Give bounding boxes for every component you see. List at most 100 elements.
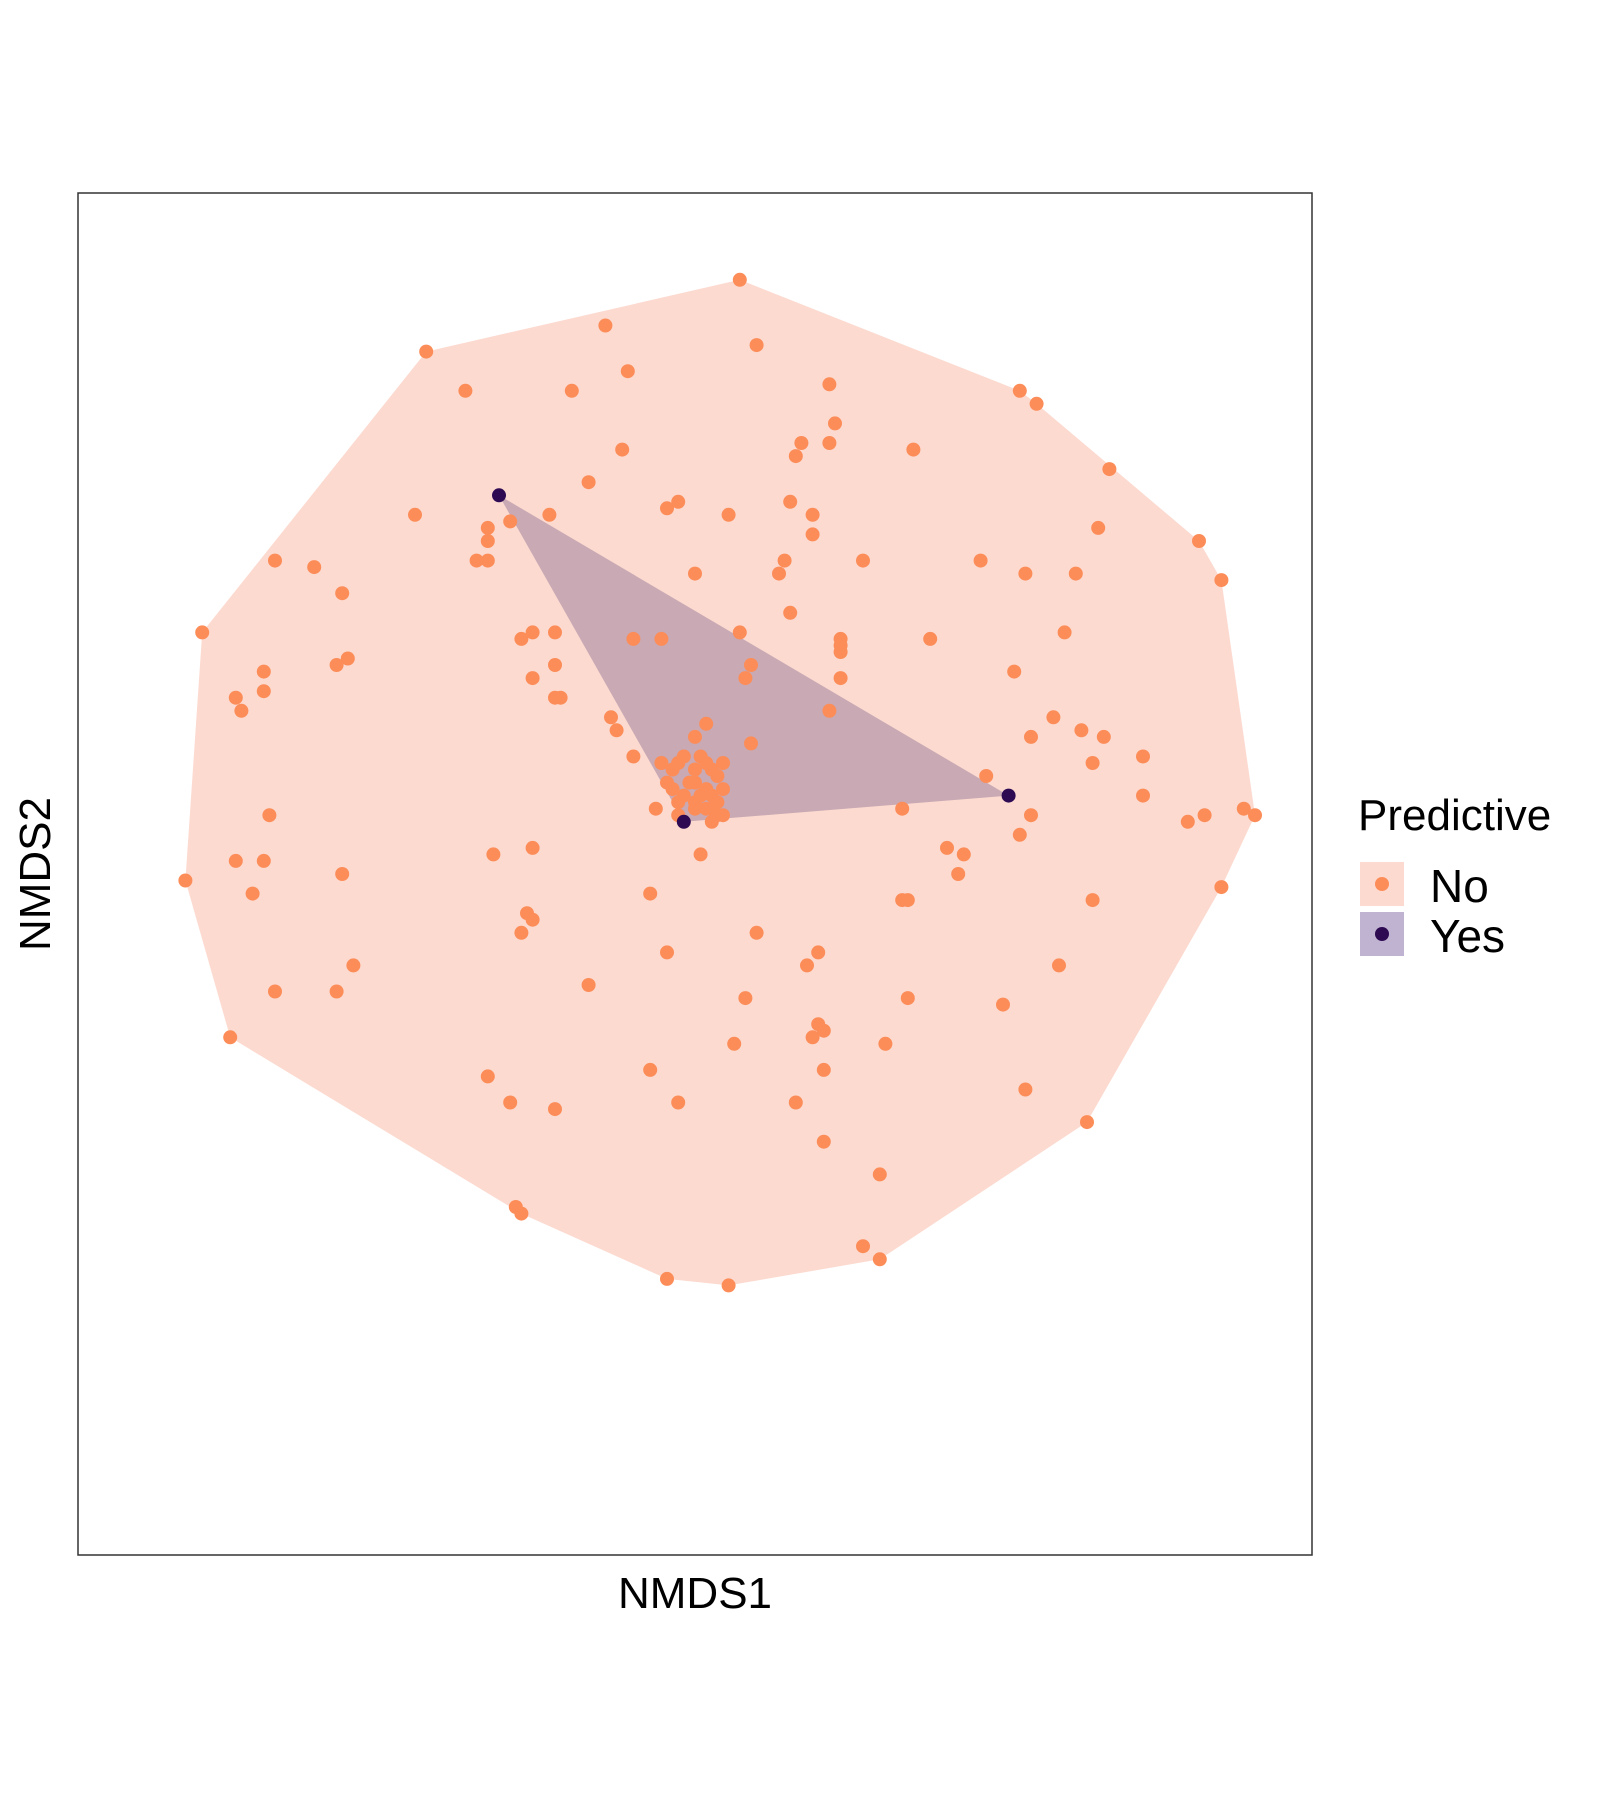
- point-no-66: [256, 684, 271, 699]
- point-no-56: [833, 645, 848, 659]
- point-no-33: [856, 553, 870, 568]
- point-no-142: [749, 925, 764, 940]
- point-no-63: [1007, 664, 1022, 679]
- point-no-72: [604, 710, 618, 725]
- point-no-11: [794, 436, 809, 450]
- point-no-19: [671, 494, 686, 509]
- point-no-68: [553, 690, 568, 705]
- point-no-15: [788, 449, 803, 464]
- hull-layer: [185, 279, 1255, 1286]
- point-no-61: [256, 664, 271, 679]
- point-no-45: [195, 625, 210, 640]
- point-no-75: [1046, 710, 1061, 725]
- point-no-8: [828, 416, 842, 431]
- point-no-105: [671, 795, 686, 810]
- point-no-140: [525, 912, 540, 927]
- point-no-124: [486, 847, 501, 862]
- point-no-36: [480, 553, 495, 568]
- legend-dot-yes: [1375, 927, 1389, 941]
- point-no-165: [548, 1102, 562, 1117]
- point-no-173: [514, 1206, 529, 1221]
- point-no-175: [872, 1252, 887, 1267]
- point-no-78: [744, 736, 758, 751]
- point-no-134: [643, 886, 658, 901]
- point-no-41: [1214, 573, 1229, 588]
- point-no-12: [822, 436, 837, 450]
- point-no-166: [671, 1095, 686, 1110]
- point-no-159: [223, 1030, 238, 1045]
- point-no-120: [1180, 814, 1195, 829]
- point-no-65: [833, 671, 848, 686]
- point-no-18: [783, 494, 798, 509]
- legend-entry-yes: Yes: [1360, 910, 1505, 962]
- point-no-14: [906, 442, 921, 457]
- point-no-60: [744, 658, 758, 672]
- point-no-42: [688, 566, 702, 581]
- point-no-32: [777, 553, 792, 568]
- point-no-43: [783, 605, 798, 620]
- point-no-77: [688, 729, 702, 744]
- point-no-81: [1136, 749, 1150, 764]
- point-no-10: [1029, 396, 1044, 411]
- point-no-98: [665, 782, 680, 797]
- point-no-29: [1091, 520, 1106, 535]
- point-no-17: [1102, 462, 1117, 477]
- point-no-51: [626, 631, 641, 646]
- point-no-116: [1024, 808, 1038, 823]
- point-no-92: [693, 749, 708, 764]
- point-no-156: [816, 1023, 831, 1038]
- point-yes-1: [1001, 788, 1016, 803]
- point-no-26: [480, 520, 495, 535]
- point-no-167: [788, 1095, 803, 1110]
- point-no-46: [1057, 625, 1072, 640]
- legend-dot-no: [1375, 877, 1389, 891]
- point-no-23: [805, 507, 820, 522]
- point-no-52: [654, 631, 669, 646]
- point-no-141: [245, 886, 260, 901]
- point-no-158: [878, 1036, 893, 1051]
- point-no-117: [262, 808, 277, 823]
- point-no-151: [329, 984, 344, 999]
- point-no-152: [738, 991, 753, 1006]
- point-no-102: [716, 782, 730, 797]
- x-axis-title: NMDS1: [618, 1569, 772, 1618]
- point-no-34: [268, 553, 282, 568]
- point-no-37: [469, 553, 484, 568]
- point-no-177: [721, 1278, 736, 1293]
- point-no-39: [1018, 566, 1033, 581]
- point-no-35: [307, 560, 322, 575]
- point-no-24: [542, 507, 557, 522]
- point-no-136: [895, 893, 910, 908]
- legend-entry-no: No: [1360, 860, 1489, 912]
- point-no-27: [503, 514, 518, 529]
- point-no-4: [749, 338, 764, 353]
- point-no-48: [548, 625, 562, 640]
- point-no-96: [682, 775, 697, 790]
- legend-label-yes: Yes: [1430, 910, 1505, 962]
- point-no-169: [1080, 1115, 1094, 1130]
- point-no-49: [732, 625, 747, 640]
- point-no-143: [514, 925, 529, 940]
- point-no-149: [581, 978, 596, 992]
- point-no-59: [548, 658, 562, 672]
- point-no-54: [833, 631, 848, 646]
- point-no-125: [1012, 827, 1027, 842]
- point-no-38: [973, 553, 988, 568]
- point-no-109: [688, 801, 702, 816]
- point-no-73: [699, 716, 714, 731]
- point-no-157: [805, 1030, 820, 1045]
- point-no-144: [660, 945, 674, 960]
- point-no-31: [772, 566, 786, 581]
- point-no-112: [895, 801, 910, 816]
- point-no-91: [676, 749, 691, 764]
- point-no-129: [256, 853, 271, 868]
- point-no-133: [178, 873, 193, 888]
- point-no-146: [346, 958, 361, 973]
- point-no-13: [615, 442, 630, 457]
- point-no-44: [335, 586, 350, 601]
- point-yes-0: [492, 488, 506, 503]
- point-no-84: [716, 756, 730, 770]
- point-no-161: [480, 1069, 495, 1084]
- plot-panel-border: [77, 192, 1313, 1556]
